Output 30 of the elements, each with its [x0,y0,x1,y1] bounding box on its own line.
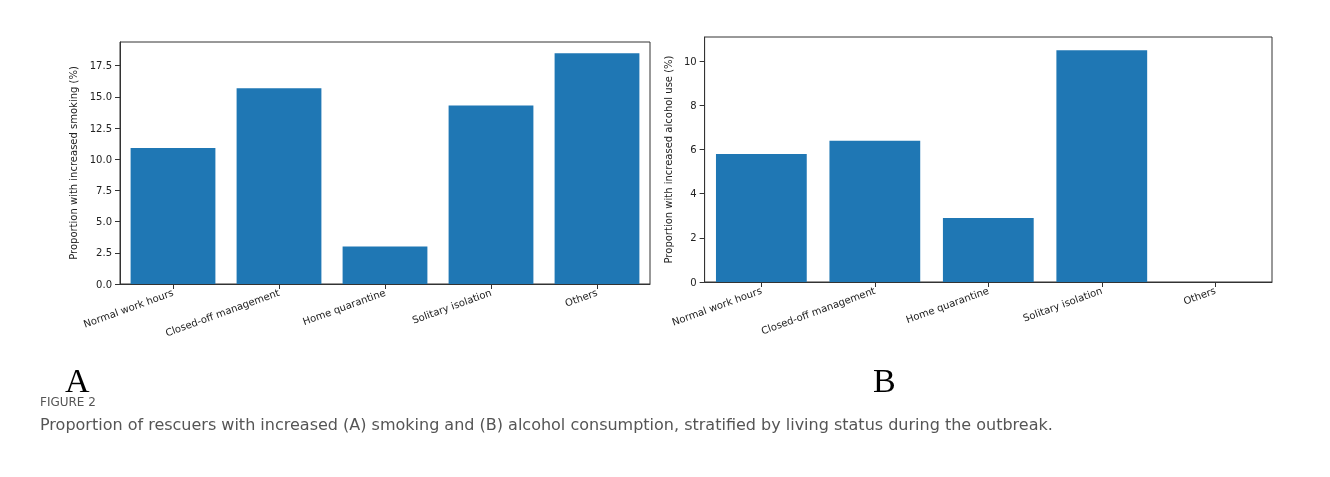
y-tick-label: 2.5 [96,247,112,259]
text: B [873,362,896,400]
y-tick-label: 2 [690,232,697,244]
bar [829,140,921,282]
y-tick-label: 10.0 [89,153,112,165]
y-tick-label: 15.0 [89,91,112,103]
y-axis-title: Proportion with increased smoking (%) [67,66,79,260]
text: Proportion of rescuers with increased (A) smoking and (B) alcohol consumption, stratified by living status during the outbreak. [40,415,1054,434]
bar [236,88,322,284]
y-tick-label: 6 [690,144,697,156]
bar [448,105,534,284]
x-tick-label: Others [563,286,599,309]
y-tick-label: 7.5 [96,184,112,196]
bar [554,53,640,284]
y-tick-label: 8 [690,99,697,111]
y-tick-label: 10 [683,55,697,67]
bar [942,217,1034,282]
y-axis-title: Proportion with increased alcohol use (%) [662,55,674,264]
x-tick-label: Others [1181,284,1218,307]
caption: FIGURE 2 [40,395,96,409]
bar [130,148,216,284]
y-tick-label: 5.0 [96,216,112,228]
y-tick-label: 0 [690,276,697,288]
y-tick-label: 12.5 [89,122,112,134]
bar [342,246,428,284]
y-tick-label: 0.0 [96,278,112,290]
bar [715,153,807,282]
y-tick-label: 17.5 [89,60,112,72]
y-tick-label: 4 [690,188,697,200]
bar [1056,50,1148,282]
